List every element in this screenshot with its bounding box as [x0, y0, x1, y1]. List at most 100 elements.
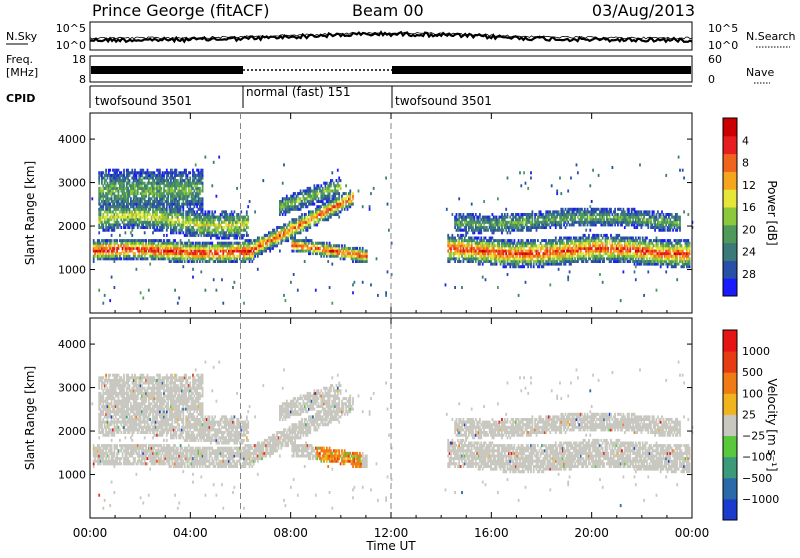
power-cell [171, 169, 173, 172]
power-cell [155, 257, 157, 260]
power-cell [316, 244, 318, 247]
power-cell [538, 244, 540, 247]
power-cell [148, 218, 150, 221]
power-cell [570, 177, 572, 180]
power-cell [192, 276, 194, 279]
power-cell [588, 255, 590, 258]
power-cell [148, 289, 150, 292]
power-cell [314, 184, 316, 187]
power-cell [544, 255, 546, 258]
power-cell [236, 237, 238, 240]
power-cell [584, 216, 586, 219]
power-cell [545, 239, 547, 242]
power-cell [213, 213, 215, 216]
power-cell [509, 257, 511, 260]
power-cell [187, 234, 189, 237]
power-cell [490, 239, 492, 242]
power-cell [354, 255, 356, 258]
power-cell [508, 229, 510, 232]
power-cell [123, 171, 125, 174]
power-cell [176, 187, 178, 190]
nsky-tick-bottom: 10^0 [56, 39, 86, 52]
power-cell [362, 247, 364, 250]
power-cell [300, 190, 302, 193]
power-cell [218, 221, 220, 224]
power-cell [511, 252, 513, 255]
power-cell [340, 187, 342, 190]
power-cell [178, 203, 180, 206]
power-cell [565, 263, 567, 266]
power-cell [530, 177, 532, 180]
power-cell [123, 221, 125, 224]
power-cell [119, 234, 121, 237]
power-cell [140, 177, 142, 180]
power-cell [337, 213, 339, 216]
power-cell [458, 257, 460, 260]
power-cell [452, 234, 454, 237]
power-cell [338, 195, 340, 198]
power-cell [468, 242, 470, 245]
power-cell [282, 200, 284, 203]
power-cell [254, 210, 256, 213]
power-cell [224, 226, 226, 229]
power-cell [127, 177, 129, 180]
power-cell [463, 242, 465, 245]
power-cell [480, 237, 482, 240]
power-cell [338, 200, 340, 203]
power-cell [129, 195, 131, 198]
power-cell [111, 242, 113, 245]
power-cell [456, 216, 458, 219]
power-cell [182, 213, 184, 216]
power-cell [320, 255, 322, 258]
power-cell [182, 174, 184, 177]
power-cell [251, 242, 253, 245]
power-cell [536, 244, 538, 247]
power-cell [514, 239, 516, 242]
power-cell [261, 252, 263, 255]
power-cell [547, 247, 549, 250]
power-cell [102, 244, 104, 247]
power-cell [102, 197, 104, 200]
power-cell [349, 190, 351, 193]
power-cell [301, 200, 303, 203]
power-cell [307, 205, 309, 208]
power-cell [567, 216, 569, 219]
power-cell [566, 218, 568, 221]
power-cell [318, 197, 320, 200]
power-cell [114, 203, 116, 206]
power-cell [119, 223, 121, 226]
power-cell [301, 213, 303, 216]
power-cell [518, 263, 520, 266]
power-cell [253, 257, 255, 260]
power-cell [507, 260, 509, 263]
power-cell [352, 203, 354, 206]
power-cell [171, 255, 173, 258]
power-cell [234, 216, 236, 219]
power-cell [512, 218, 514, 221]
power-cell [264, 237, 266, 240]
power-cell [303, 205, 305, 208]
power-cell [282, 208, 284, 211]
power-cell [154, 179, 156, 182]
power-cell [558, 250, 560, 253]
power-cell [533, 247, 535, 250]
power-cell [205, 226, 207, 229]
power-cell [588, 234, 590, 237]
power-cell [220, 234, 222, 237]
power-cell [563, 242, 565, 245]
power-cell [100, 210, 102, 213]
power-cell [479, 263, 481, 266]
power-cell [141, 179, 143, 182]
power-cell [163, 203, 165, 206]
power-cell [119, 177, 121, 180]
power-cell [522, 223, 524, 226]
power-cell [303, 223, 305, 226]
power-cell [450, 250, 452, 253]
power-cell [145, 192, 147, 195]
power-cell [210, 250, 212, 253]
power-cell [211, 210, 213, 213]
power-cell [123, 182, 125, 185]
power-cell [293, 195, 295, 198]
power-cell [213, 255, 215, 258]
power-cell [249, 200, 251, 203]
